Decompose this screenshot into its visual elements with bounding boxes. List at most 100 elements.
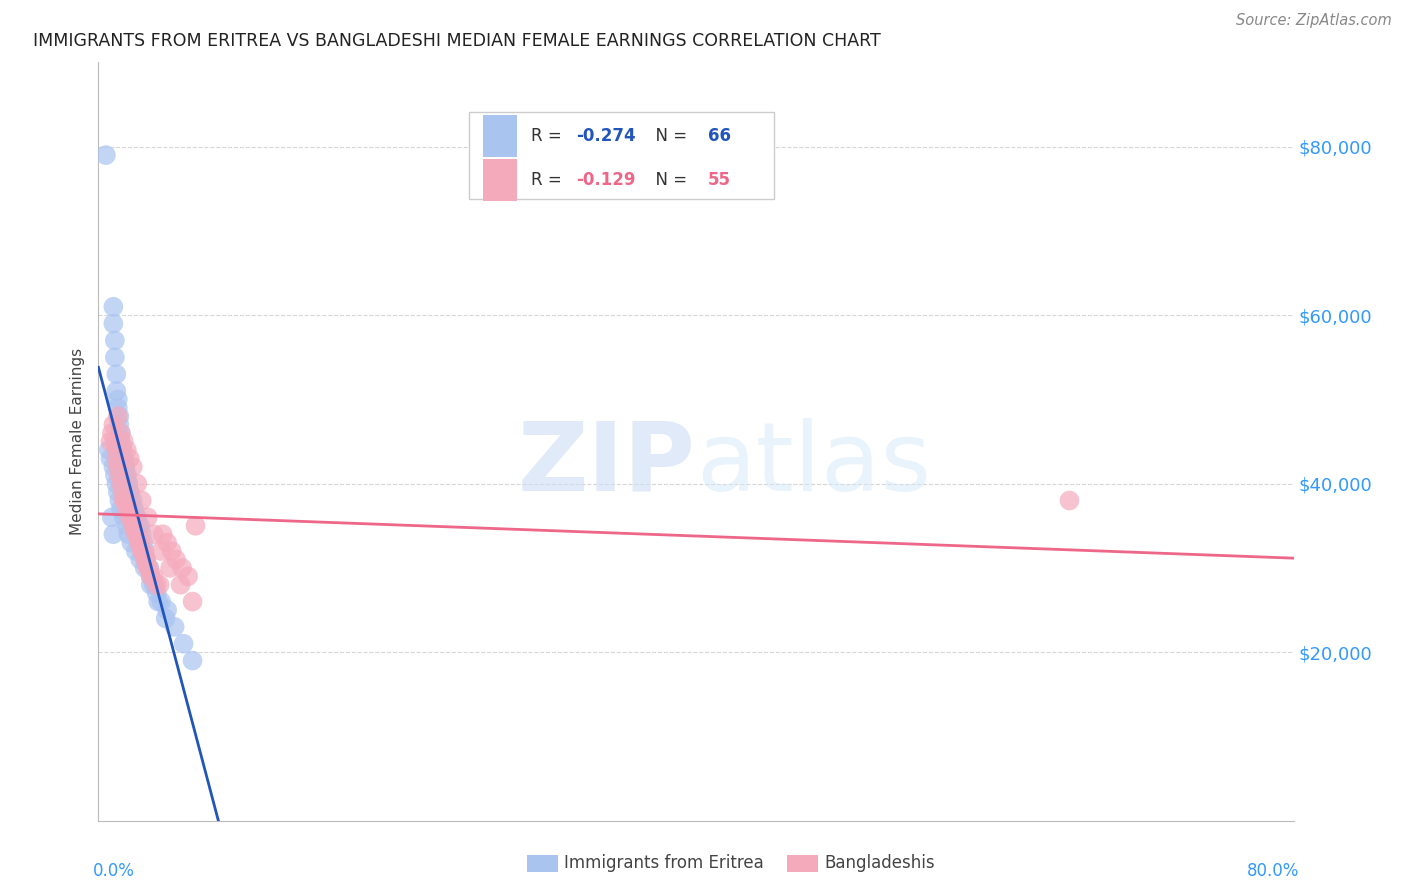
Point xyxy=(127,476,149,491)
Point xyxy=(121,502,143,516)
Text: Bangladeshis: Bangladeshis xyxy=(824,855,935,872)
Point xyxy=(105,476,128,491)
Point xyxy=(163,620,186,634)
Point xyxy=(110,476,132,491)
Point xyxy=(117,476,139,491)
Point xyxy=(145,586,167,600)
Point xyxy=(129,518,152,533)
Point xyxy=(103,527,125,541)
Point xyxy=(104,351,127,365)
Point xyxy=(104,468,127,483)
Point xyxy=(128,518,150,533)
Text: 80.0%: 80.0% xyxy=(1247,863,1299,880)
Point xyxy=(132,535,155,549)
Point xyxy=(112,510,135,524)
Point xyxy=(98,434,122,449)
Point xyxy=(108,409,131,424)
Point xyxy=(105,384,128,398)
Point xyxy=(121,518,143,533)
Point xyxy=(172,561,194,575)
Point xyxy=(110,426,132,441)
Text: Source: ZipAtlas.com: Source: ZipAtlas.com xyxy=(1236,13,1392,29)
Point xyxy=(112,451,135,466)
Point xyxy=(129,552,152,566)
Text: R =: R = xyxy=(531,128,567,145)
Text: -0.274: -0.274 xyxy=(576,128,636,145)
Point xyxy=(111,485,134,500)
Point xyxy=(134,552,156,566)
Point xyxy=(120,535,142,549)
Point xyxy=(97,442,120,457)
Point xyxy=(139,569,162,583)
Point xyxy=(104,434,127,449)
Point xyxy=(142,578,165,592)
Point xyxy=(103,459,125,474)
Point xyxy=(173,637,195,651)
Point xyxy=(129,535,152,549)
Point xyxy=(148,594,170,608)
Point xyxy=(105,442,128,457)
Point xyxy=(112,434,135,449)
Point xyxy=(159,561,181,575)
Point xyxy=(150,544,173,558)
Point xyxy=(108,417,131,432)
Point xyxy=(1059,493,1081,508)
Point xyxy=(112,451,135,466)
Point xyxy=(110,426,132,441)
Point xyxy=(118,485,141,500)
Text: 55: 55 xyxy=(709,170,731,189)
Point xyxy=(128,535,150,549)
Point xyxy=(105,451,128,466)
Point xyxy=(160,544,183,558)
Point xyxy=(155,611,177,625)
Point xyxy=(142,569,165,583)
Point xyxy=(120,493,142,508)
Point xyxy=(134,544,156,558)
Point xyxy=(177,569,200,583)
Point xyxy=(103,300,125,314)
Point xyxy=(131,493,153,508)
Point xyxy=(165,552,187,566)
Point xyxy=(125,544,148,558)
Point xyxy=(114,459,136,474)
Point xyxy=(107,392,129,407)
Point xyxy=(127,510,149,524)
Point xyxy=(107,409,129,424)
Point xyxy=(136,561,159,575)
Point xyxy=(184,518,207,533)
Point xyxy=(107,401,129,415)
Point xyxy=(124,502,146,516)
Point xyxy=(118,510,141,524)
Text: N =: N = xyxy=(644,170,692,189)
Point xyxy=(127,527,149,541)
Point xyxy=(136,510,159,524)
Point xyxy=(150,594,173,608)
Point xyxy=(118,451,141,466)
Point xyxy=(138,561,160,575)
Point xyxy=(111,442,134,457)
Point xyxy=(105,367,128,381)
Point xyxy=(131,527,153,541)
Point xyxy=(134,561,156,575)
Point xyxy=(181,594,204,608)
Point xyxy=(114,493,136,508)
Text: atlas: atlas xyxy=(696,417,931,511)
Point xyxy=(107,459,129,474)
Text: 66: 66 xyxy=(709,128,731,145)
Point xyxy=(125,510,148,524)
Point xyxy=(111,442,134,457)
Point xyxy=(117,502,139,516)
Point xyxy=(169,578,191,592)
Point xyxy=(117,476,139,491)
Point xyxy=(115,518,138,533)
Point xyxy=(121,493,143,508)
Point xyxy=(131,544,153,558)
Point xyxy=(181,654,204,668)
Text: IMMIGRANTS FROM ERITREA VS BANGLADESHI MEDIAN FEMALE EARNINGS CORRELATION CHART: IMMIGRANTS FROM ERITREA VS BANGLADESHI M… xyxy=(32,32,880,50)
Text: R =: R = xyxy=(531,170,567,189)
Point xyxy=(101,510,124,524)
Point xyxy=(142,527,165,541)
Point xyxy=(132,544,155,558)
FancyBboxPatch shape xyxy=(470,112,773,199)
Text: N =: N = xyxy=(644,128,692,145)
